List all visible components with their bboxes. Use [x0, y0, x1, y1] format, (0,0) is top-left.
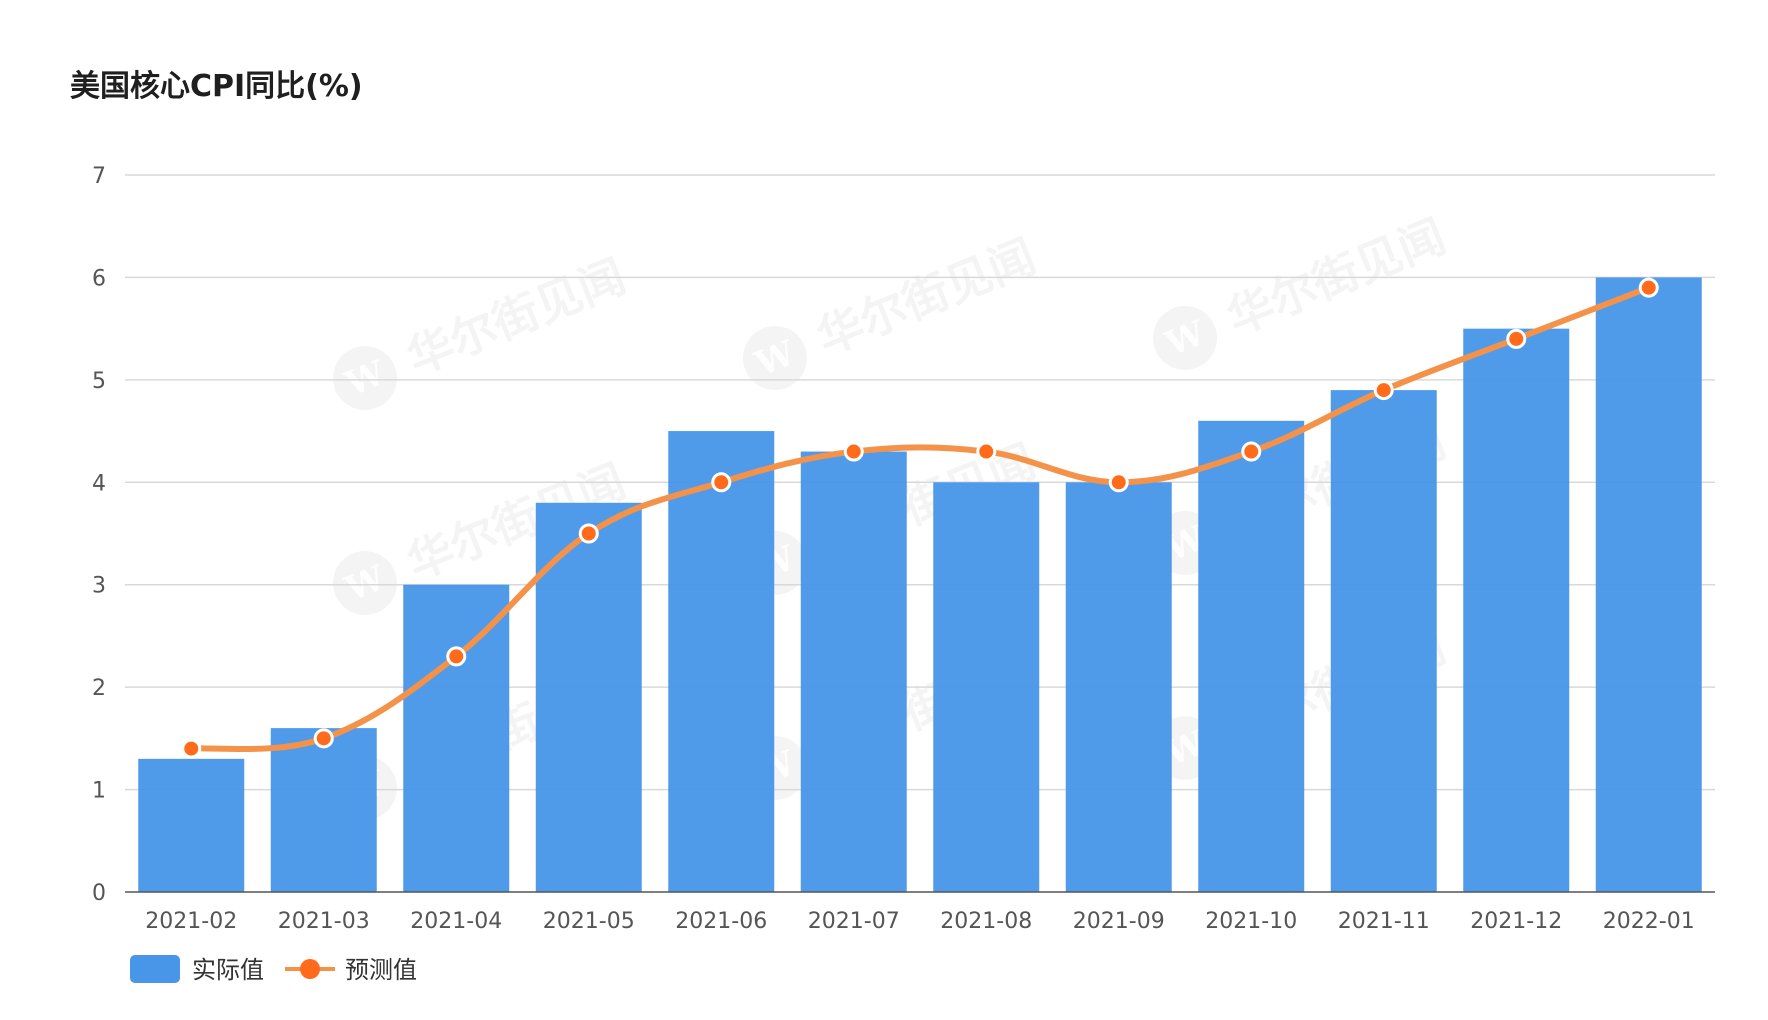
bar — [1198, 420, 1305, 892]
y-tick-label: 7 — [92, 164, 106, 189]
line-point — [711, 472, 732, 493]
x-tick-label: 2021-02 — [145, 909, 237, 934]
line-point — [446, 646, 467, 667]
x-axis: 2021-02 2021-03 2021-04 2021-05 2021-06 2021-… — [125, 891, 1715, 934]
y-tick-label: 3 — [92, 574, 106, 599]
watermark-logo-icon — [743, 326, 807, 390]
bar — [933, 482, 1040, 892]
line-point — [1638, 277, 1659, 298]
legend-label-forecast: 预测值 — [345, 956, 417, 984]
x-tick-label: 2021-06 — [675, 909, 767, 934]
x-tick-label: 2021-11 — [1338, 909, 1430, 934]
legend-label-actual: 实际值 — [192, 956, 264, 984]
line-point — [1506, 328, 1527, 349]
y-tick-label: 0 — [92, 881, 106, 906]
x-tick-label: 2021-05 — [543, 909, 635, 934]
bar — [1330, 390, 1437, 892]
x-tick-label: 2021-10 — [1205, 909, 1297, 934]
line-point — [976, 441, 997, 462]
x-tick-label: 2021-12 — [1470, 909, 1562, 934]
y-axis: 0 1 2 3 4 5 6 7 — [92, 164, 106, 906]
bar — [535, 502, 642, 892]
watermark-logo-icon — [1153, 306, 1217, 370]
watermark-text: 华尔街见闻 — [809, 229, 1042, 365]
y-tick-label: 5 — [92, 369, 106, 394]
line-point — [578, 523, 599, 544]
grid-lines — [125, 174, 1715, 791]
line-point — [843, 441, 864, 462]
x-tick-label: 2022-01 — [1603, 909, 1695, 934]
bar — [668, 431, 775, 892]
bar-series — [138, 277, 1702, 893]
watermark-logo-icon — [333, 551, 397, 615]
bar — [1065, 482, 1172, 892]
y-tick-label: 1 — [92, 779, 106, 804]
bar — [138, 758, 245, 892]
x-tick-label: 2021-04 — [410, 909, 502, 934]
legend-marker-swatch — [300, 959, 320, 979]
y-tick-label: 2 — [92, 676, 106, 701]
line-point — [1108, 472, 1129, 493]
line-series — [181, 277, 1659, 759]
line-point — [1373, 380, 1394, 401]
watermark-text: 华尔街见闻 — [399, 249, 632, 385]
bar — [403, 584, 510, 892]
line-point — [313, 728, 334, 749]
bar — [270, 728, 377, 892]
watermark-logo-icon — [333, 346, 397, 410]
line-point — [181, 738, 202, 759]
x-tick-label: 2021-09 — [1073, 909, 1165, 934]
x-tick-label: 2021-07 — [808, 909, 900, 934]
y-tick-label: 4 — [92, 471, 106, 496]
x-tick-label: 2021-08 — [940, 909, 1032, 934]
x-tick-label: 2021-03 — [278, 909, 370, 934]
bar — [1463, 328, 1570, 893]
legend: 实际值 预测值 — [130, 955, 417, 984]
bar — [800, 451, 907, 892]
bar — [1595, 277, 1702, 892]
y-tick-label: 6 — [92, 266, 106, 291]
legend-bar-swatch — [130, 955, 180, 983]
chart-title: 美国核心CPI同比(%) — [70, 69, 363, 104]
line-point — [1241, 441, 1262, 462]
